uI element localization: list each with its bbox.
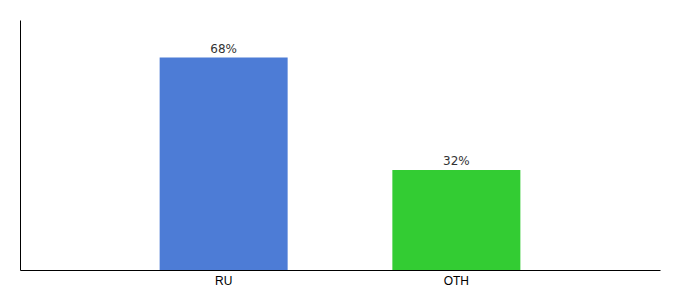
x-axis-line (21, 270, 661, 271)
x-axis: RU OTH (21, 271, 661, 288)
y-axis-line (20, 21, 21, 271)
plot: RU OTH 68% 32% (21, 21, 661, 288)
chart: RU OTH 68% 32% (0, 0, 680, 300)
x-tick: OTH (444, 274, 469, 288)
data-labels: 68% 32% (210, 42, 469, 169)
y-axis (20, 21, 21, 271)
bars (160, 58, 521, 271)
data-label: 32% (443, 154, 470, 168)
data-label: 68% (210, 42, 237, 56)
x-tick-label: OTH (444, 274, 469, 288)
x-tick: RU (215, 274, 232, 288)
bar (392, 170, 520, 270)
x-tick-label: RU (215, 274, 232, 288)
bar (160, 58, 288, 271)
